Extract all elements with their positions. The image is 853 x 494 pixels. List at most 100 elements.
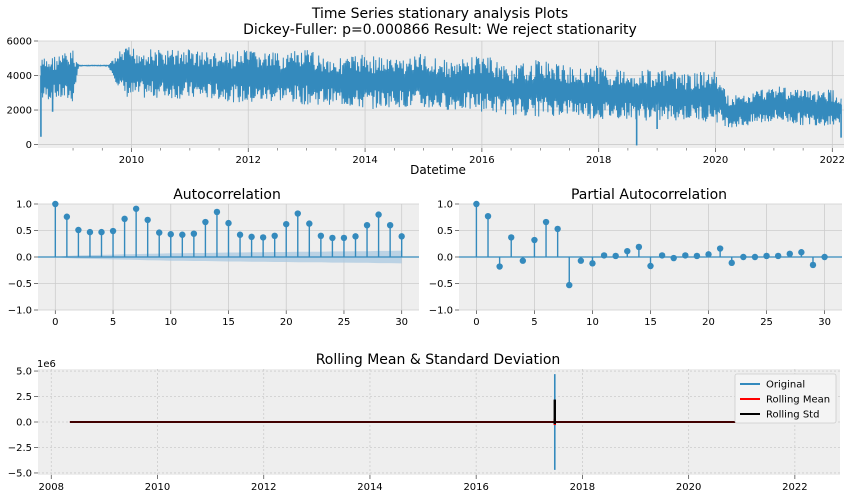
acf-marker: [98, 228, 105, 236]
pacf-marker: [589, 260, 596, 267]
acf-marker: [156, 229, 163, 236]
timeseries-line: [40, 47, 842, 128]
acf-xtick-label: 20: [280, 317, 293, 328]
acf-marker: [375, 211, 382, 218]
acf-marker: [398, 233, 405, 240]
pacf-marker: [531, 236, 538, 244]
acf-marker: [340, 234, 348, 242]
acf-ytick-label: −1.0: [8, 306, 32, 317]
pacf-marker: [542, 218, 550, 226]
pacf-marker: [566, 281, 573, 289]
acf-marker: [121, 215, 128, 223]
acf-marker: [52, 200, 59, 208]
acf-marker: [271, 232, 278, 239]
legend-label-rolling-mean: Rolling Mean: [766, 395, 830, 406]
pacf-marker: [670, 254, 677, 262]
figure-title-line1: Time Series stationary analysis Plots: [311, 6, 568, 22]
acf-panel: 0 5 10 15 20 25 30 −1.0 −0.5 0.0 0.5 1.0: [8, 200, 419, 328]
pacf-ytick-label: 0.0: [437, 253, 453, 264]
pacf-marker: [473, 200, 480, 208]
rolling-xtick-label: 2018: [570, 482, 595, 493]
pacf-marker: [809, 261, 817, 269]
pacf-marker: [821, 253, 828, 261]
pacf-ytick-label: 1.0: [437, 200, 453, 211]
legend-label-original: Original: [766, 380, 805, 391]
pacf-xtick-label: 25: [760, 317, 773, 328]
pacf-xtick-label: 10: [586, 317, 599, 328]
rolling-xtick-label: 2022: [782, 482, 807, 493]
pacf-xtick-label: 30: [818, 317, 831, 328]
rolling-ytick-label: 5.0: [16, 367, 32, 378]
acf-marker: [86, 228, 94, 236]
acf-marker: [202, 218, 209, 226]
acf-marker: [63, 213, 71, 220]
rolling-y-scale-label: 1e6: [37, 359, 56, 370]
acf-marker: [352, 233, 359, 240]
acf-marker: [248, 233, 255, 241]
pacf-ytick-label: −0.5: [429, 279, 453, 290]
pacf-marker: [624, 247, 631, 255]
pacf-marker: [496, 263, 503, 270]
rolling-panel: 2008 2010 2012 2014 2016 2018 2020 2022 −5.0 −2.5…: [8, 367, 840, 493]
pacf-marker: [484, 212, 492, 220]
pacf-marker: [798, 249, 805, 256]
acf-marker: [144, 216, 151, 224]
rolling-legend: Original Rolling Mean Rolling Std: [734, 373, 837, 424]
acf-title: Autocorrelation: [173, 187, 281, 203]
timeseries-ytick-label: 4000: [7, 71, 32, 82]
pacf-marker: [716, 245, 724, 252]
legend-box: [734, 373, 837, 424]
pacf-marker: [600, 252, 608, 259]
acf-xtick-label: 15: [222, 317, 235, 328]
pacf-marker: [763, 252, 770, 260]
acf-xtick-label: 0: [52, 317, 58, 328]
pacf-marker: [705, 251, 712, 258]
timeseries-xlabel: Datetime: [410, 163, 466, 177]
timeseries-xtick-label: 2022: [820, 155, 845, 166]
pacf-marker: [577, 257, 585, 264]
pacf-marker: [658, 252, 666, 259]
pacf-marker: [508, 234, 515, 241]
timeseries-xtick-label: 2016: [469, 155, 494, 166]
timeseries-xtick-label: 2020: [703, 155, 728, 166]
pacf-xtick-label: 5: [531, 317, 537, 328]
rolling-xtick-label: 2014: [357, 482, 382, 493]
acf-marker: [386, 222, 394, 229]
pacf-marker: [740, 253, 747, 261]
acf-marker: [225, 219, 232, 227]
rolling-xtick-label: 2010: [145, 482, 170, 493]
acf-ytick-label: 1.0: [16, 200, 32, 211]
rolling-xtick-label: 2020: [676, 482, 701, 493]
pacf-xtick-label: 0: [473, 317, 479, 328]
acf-marker: [132, 205, 140, 212]
acf-marker: [179, 231, 186, 238]
rolling-xtick-label: 2016: [463, 482, 488, 493]
pacf-xtick-label: 15: [644, 317, 657, 328]
acf-ytick-label: 0.5: [16, 226, 32, 237]
rolling-title: Rolling Mean & Standard Deviation: [316, 352, 561, 368]
pacf-ytick-label: 0.5: [437, 226, 453, 237]
pacf-marker: [693, 252, 701, 260]
pacf-xtick-label: 20: [702, 317, 715, 328]
pacf-marker: [647, 262, 654, 270]
acf-marker: [236, 231, 244, 238]
timeseries-xtick-label: 2018: [586, 155, 611, 166]
rolling-xtick-label: 2008: [39, 482, 64, 493]
timeseries-xtick-label: 2014: [352, 155, 377, 166]
pacf-marker: [682, 252, 689, 259]
acf-xtick-label: 25: [338, 317, 351, 328]
pacf-marker: [612, 252, 619, 260]
timeseries-panel: 2010 2012 2014 2016 2018 2020 2022 0 2000 4000 600…: [7, 37, 845, 167]
pacf-marker: [786, 250, 793, 258]
figure-title-line2: Dickey-Fuller: p=0.000866 Result: We rej…: [243, 22, 637, 38]
acf-xtick-label: 10: [164, 317, 177, 328]
acf-marker: [109, 227, 117, 235]
acf-marker: [306, 220, 313, 227]
legend-label-rolling-std: Rolling Std: [766, 410, 819, 421]
rolling-ytick-label: 2.5: [16, 392, 32, 403]
pacf-title: Partial Autocorrelation: [571, 187, 727, 203]
acf-marker: [329, 234, 336, 242]
pacf-marker: [635, 243, 643, 251]
acf-xtick-label: 5: [110, 317, 116, 328]
